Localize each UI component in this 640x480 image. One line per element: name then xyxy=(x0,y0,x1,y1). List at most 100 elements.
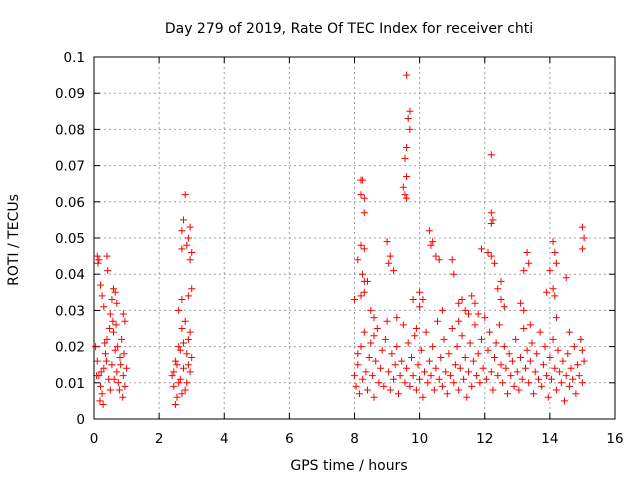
data-point xyxy=(97,382,104,390)
data-point xyxy=(513,368,521,376)
data-point xyxy=(530,390,538,398)
data-point xyxy=(551,292,559,300)
data-point xyxy=(399,321,407,329)
data-point xyxy=(526,357,534,365)
data-point xyxy=(114,379,122,387)
data-point xyxy=(370,314,378,322)
data-point xyxy=(97,368,105,376)
data-point xyxy=(502,364,510,372)
data-point xyxy=(108,296,116,303)
data-point xyxy=(489,216,497,224)
data-point xyxy=(411,332,419,340)
data-point xyxy=(466,339,474,347)
data-point xyxy=(419,296,427,303)
data-point xyxy=(98,390,106,398)
data-point xyxy=(360,209,368,217)
data-point xyxy=(106,386,114,394)
data-point xyxy=(98,292,106,300)
data-point xyxy=(116,354,124,361)
data-point xyxy=(507,372,515,380)
data-point xyxy=(103,252,111,260)
data-point xyxy=(401,154,409,162)
data-point xyxy=(549,238,557,246)
data-points xyxy=(92,71,588,408)
data-point xyxy=(393,314,401,322)
data-point xyxy=(181,317,189,325)
data-point xyxy=(495,321,503,329)
data-point xyxy=(448,325,456,332)
data-point xyxy=(176,346,184,354)
data-point xyxy=(180,364,187,372)
data-point xyxy=(104,267,112,275)
data-point xyxy=(403,364,411,372)
data-point xyxy=(562,274,570,282)
data-point xyxy=(404,339,412,347)
data-point xyxy=(352,382,360,390)
data-point xyxy=(101,339,109,347)
data-point xyxy=(432,364,440,372)
data-point xyxy=(119,310,127,318)
data-point xyxy=(368,372,376,380)
data-point xyxy=(465,310,472,318)
data-point xyxy=(438,382,446,390)
y-tick-label: 0.05 xyxy=(55,231,85,247)
data-point xyxy=(487,209,495,217)
data-point xyxy=(110,375,118,383)
data-point xyxy=(171,357,179,365)
data-point xyxy=(455,299,463,307)
data-point xyxy=(176,375,184,383)
data-point xyxy=(523,346,531,354)
data-point xyxy=(525,259,533,267)
data-point xyxy=(390,375,398,383)
data-point xyxy=(435,256,443,264)
data-point xyxy=(119,372,127,380)
data-point xyxy=(188,285,196,293)
y-tick-label: 0.06 xyxy=(55,195,85,211)
data-point xyxy=(168,372,176,380)
data-point xyxy=(183,350,191,358)
data-point xyxy=(370,393,378,401)
data-point xyxy=(403,194,411,202)
y-tick-label: 0.04 xyxy=(55,267,85,283)
data-point xyxy=(522,364,529,372)
data-point xyxy=(517,299,525,307)
data-point xyxy=(106,325,114,332)
data-point xyxy=(574,361,582,369)
data-point xyxy=(183,241,191,249)
data-point xyxy=(559,357,567,365)
data-point xyxy=(517,354,525,361)
data-point xyxy=(416,288,424,296)
data-point xyxy=(175,343,183,351)
data-point xyxy=(113,368,121,376)
data-point xyxy=(458,332,466,340)
data-point xyxy=(430,386,438,394)
data-point xyxy=(178,227,186,235)
data-point xyxy=(552,386,560,394)
data-point xyxy=(434,317,441,325)
data-point xyxy=(359,375,367,383)
data-point xyxy=(108,361,116,369)
data-point xyxy=(543,372,551,380)
data-point xyxy=(456,364,464,372)
data-point xyxy=(360,288,368,296)
data-point xyxy=(388,350,396,358)
data-point xyxy=(479,364,487,372)
data-point xyxy=(469,357,477,365)
data-point xyxy=(531,368,539,376)
data-point xyxy=(372,357,380,365)
data-point xyxy=(440,335,448,343)
data-point xyxy=(173,393,181,401)
data-point xyxy=(450,379,458,387)
data-point xyxy=(425,227,433,235)
data-point xyxy=(375,379,383,387)
data-point xyxy=(461,354,469,361)
chart-title: Day 279 of 2019, Rate Of TEC Index for r… xyxy=(165,21,533,37)
data-point xyxy=(494,285,502,293)
data-point xyxy=(539,361,547,369)
data-point xyxy=(451,361,459,369)
x-tick-label: 6 xyxy=(285,431,294,447)
data-point xyxy=(580,234,588,242)
data-point xyxy=(578,223,586,231)
data-point xyxy=(406,125,414,133)
